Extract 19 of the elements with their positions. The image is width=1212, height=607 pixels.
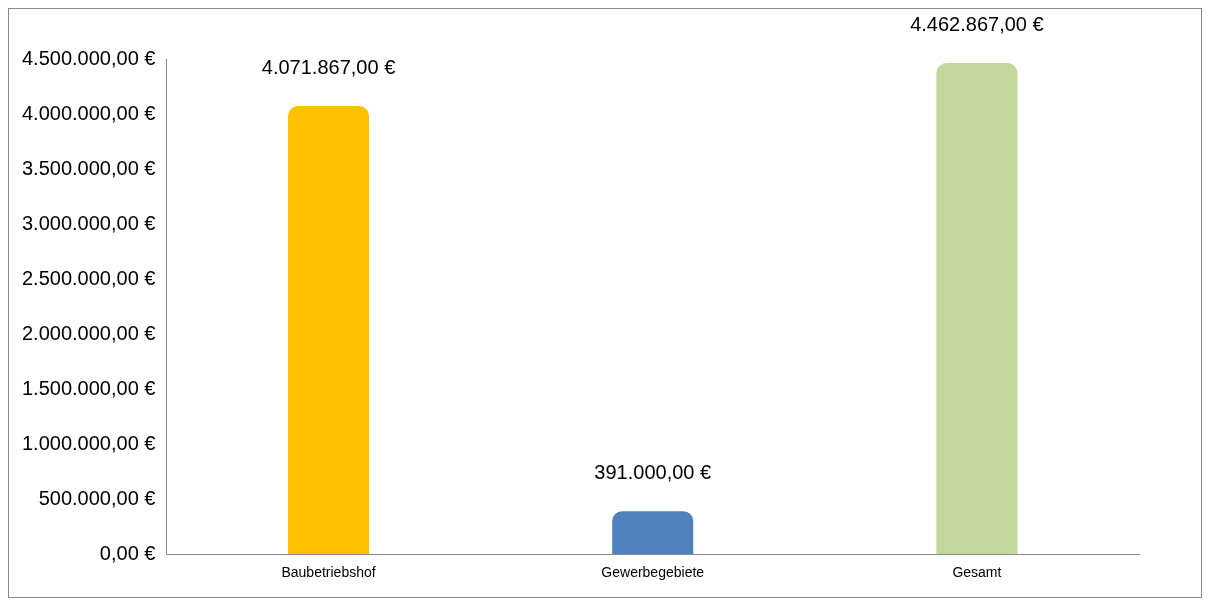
y-tick-label: 4.500.000,00 € (21, 46, 156, 69)
bar (936, 63, 1018, 555)
x-tick-label: Gesamt (952, 564, 1002, 581)
y-tick-label: 0,00 € (99, 541, 156, 564)
y-tick-label: 1.500.000,00 € (21, 376, 156, 399)
bar (288, 106, 370, 555)
y-tick-label: 500.000,00 € (38, 486, 156, 509)
data-label: 4.462.867,00 € (910, 12, 1044, 35)
y-tick-label: 2.500.000,00 € (21, 266, 156, 289)
y-tick-label: 2.000.000,00 € (21, 321, 156, 344)
y-tick-label: 1.000.000,00 € (21, 431, 156, 454)
y-tick-label: 4.000.000,00 € (21, 101, 156, 124)
y-tick-label: 3.000.000,00 € (21, 211, 156, 234)
data-label: 4.071.867,00 € (261, 55, 396, 78)
x-tick-label: Gewerbegebiete (601, 564, 705, 581)
y-tick-label: 3.500.000,00 € (21, 156, 156, 179)
x-tick-label: Baubetriebshof (281, 564, 376, 581)
data-label: 391.000,00 € (594, 460, 712, 483)
bar (612, 511, 694, 555)
